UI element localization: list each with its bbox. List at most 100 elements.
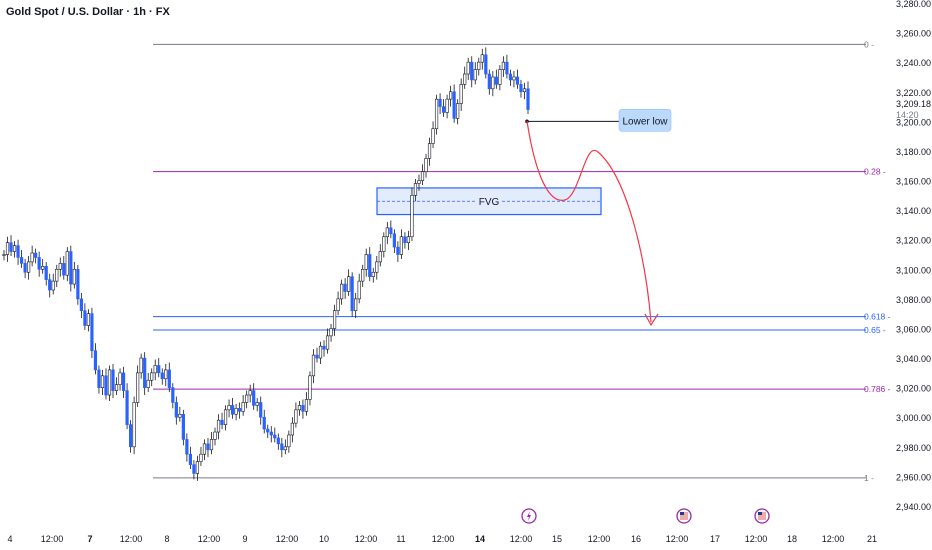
- candle-body: [167, 369, 171, 388]
- candle-body: [332, 310, 337, 329]
- candle-body: [220, 419, 224, 425]
- lightning-event-icon[interactable]: [521, 508, 537, 524]
- candle-body: [403, 236, 407, 243]
- time-tick-label: 9: [242, 534, 247, 544]
- price-tick-label: 3,080.00: [896, 295, 931, 305]
- candle-body: [276, 437, 280, 445]
- candle-body: [466, 61, 470, 75]
- candle-body: [473, 69, 477, 81]
- current-price-label: 3,209.18: [896, 99, 931, 109]
- candle-body: [121, 372, 126, 391]
- fib-level-label: 0.786 -: [864, 384, 891, 394]
- candle-body: [322, 345, 326, 350]
- candle-body: [399, 236, 403, 255]
- candle-body: [5, 242, 10, 255]
- candle-body: [526, 88, 530, 110]
- candle-body: [23, 263, 27, 273]
- candle-body: [382, 236, 386, 252]
- candle-body: [410, 195, 414, 238]
- candle-body: [192, 464, 196, 474]
- candle-body: [273, 434, 277, 439]
- time-tick-label: 17: [710, 534, 720, 544]
- candle-body: [297, 405, 302, 411]
- time-tick-label: 15: [552, 534, 562, 544]
- candle-body: [294, 409, 298, 424]
- candle-body: [434, 98, 439, 130]
- candle-body: [199, 453, 203, 462]
- candle-body: [65, 251, 69, 276]
- candle-body: [406, 236, 411, 243]
- candle-body: [445, 98, 449, 113]
- projection-arrow-path: [526, 120, 652, 323]
- candle-body: [114, 384, 119, 391]
- candle-body: [459, 84, 463, 104]
- candle-body: [308, 375, 312, 400]
- candle-body: [9, 242, 13, 252]
- candle-body: [357, 280, 361, 300]
- candle-body: [262, 416, 266, 430]
- candle-body: [223, 409, 228, 425]
- candle-body: [202, 443, 207, 455]
- time-tick-label: 12:00: [666, 534, 689, 544]
- candle-body: [427, 143, 432, 159]
- candle-body: [157, 365, 161, 374]
- candle-body: [378, 251, 382, 263]
- candle-body: [160, 372, 164, 380]
- candle-body: [336, 298, 340, 312]
- candle-body: [283, 446, 287, 451]
- candle-body: [213, 431, 217, 440]
- candle-body: [441, 106, 446, 113]
- candle-body: [241, 402, 245, 412]
- candle-body: [269, 431, 273, 436]
- candle-body: [501, 61, 505, 70]
- price-tick-label: 3,000.00: [896, 413, 931, 423]
- candle-body: [153, 365, 157, 374]
- candle-body: [79, 298, 83, 312]
- price-tick-label: 3,280.00: [896, 0, 931, 9]
- time-tick-label: 12:00: [588, 534, 611, 544]
- candle-body: [519, 84, 523, 93]
- candle-body: [463, 73, 467, 85]
- candle-body: [100, 375, 105, 388]
- candle-body: [48, 279, 52, 291]
- candle-body: [452, 91, 456, 119]
- price-tick-label: 3,020.00: [896, 384, 931, 394]
- candle-body: [150, 372, 154, 381]
- candle-body: [515, 76, 520, 85]
- candle-body: [230, 405, 235, 415]
- candle-body: [188, 453, 192, 465]
- price-tick-label: 3,120.00: [896, 236, 931, 246]
- candle-body: [266, 428, 270, 433]
- fvg-label-bg: [476, 194, 502, 208]
- candle-body: [171, 387, 175, 403]
- time-tick-label: 21: [867, 534, 877, 544]
- us-flag-event-icon[interactable]: [676, 508, 692, 524]
- candle-body: [19, 257, 24, 264]
- candle-body: [477, 61, 481, 70]
- candle-body: [216, 419, 221, 433]
- symbol-title: Gold Spot / U.S. Dollar · 1h · FX: [6, 6, 170, 18]
- candle-body: [234, 408, 238, 415]
- price-tick-label: 3,140.00: [896, 206, 931, 216]
- candle-body: [470, 61, 474, 81]
- candle-body: [491, 76, 495, 90]
- candle-body: [209, 439, 214, 451]
- candle-body: [311, 354, 316, 377]
- candle-body: [107, 369, 112, 396]
- candle-body: [494, 76, 498, 85]
- candle-body: [118, 372, 122, 385]
- candle-body: [315, 354, 319, 359]
- candle-body: [16, 245, 20, 258]
- candle-body: [456, 103, 460, 119]
- time-tick-label: 12:00: [120, 534, 143, 544]
- candle-body: [368, 254, 372, 277]
- chart-title: Gold Spot / U.S. Dollar · 1h · FX: [6, 6, 170, 18]
- candle-body: [146, 379, 150, 388]
- candle-body: [512, 76, 516, 81]
- candle-body: [139, 357, 143, 374]
- us-flag-event-icon[interactable]: [754, 508, 770, 524]
- time-tick-label: 7: [87, 534, 92, 544]
- candle-body: [449, 91, 453, 100]
